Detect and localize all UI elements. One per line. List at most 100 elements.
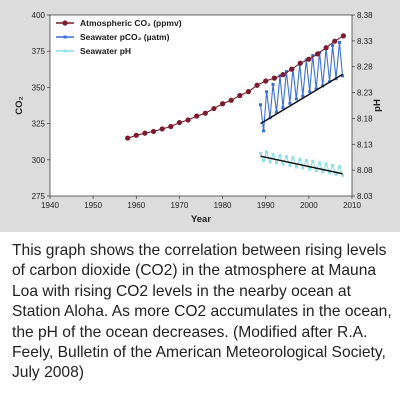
co2-data-point (289, 66, 295, 72)
ph-data-point (265, 150, 269, 154)
x-tick-label: 1960 (127, 201, 145, 210)
ph-data-point (328, 171, 332, 175)
co2-ph-chart: 1940 1950 1960 1970 1980 1990 2000 2010 275 300 32… (14, 11, 383, 225)
co2-data-point (254, 82, 260, 88)
y-right-tick-label: 8.33 (357, 37, 373, 46)
co2-data-point (280, 72, 286, 78)
y-left-tick-label: 375 (32, 47, 46, 56)
pco2-data-point (281, 106, 285, 110)
co2-data-point (340, 33, 346, 39)
ph-data-point (311, 159, 315, 163)
ph-data-point (314, 169, 318, 173)
co2-data-point (332, 38, 338, 44)
co2-data-point (245, 88, 252, 95)
ph-data-point (271, 153, 275, 157)
co2-data-point (202, 110, 208, 116)
x-tick-label: 1950 (84, 201, 102, 210)
y-left-tick-label: 400 (32, 11, 46, 20)
ph-data-point (324, 162, 328, 166)
co2-data-point (314, 51, 321, 57)
ph-data-point (275, 161, 278, 165)
co2-data-point (142, 130, 148, 136)
y-left-tick-label: 325 (32, 120, 46, 129)
legend-label: Seawater pCO₂ (µatm) (80, 32, 170, 42)
pco2-data-point (284, 69, 288, 73)
co2-data-point (306, 56, 312, 62)
ph-data-point (321, 170, 325, 174)
pco2-data-point (262, 129, 266, 133)
plot-area (49, 14, 353, 197)
y-right-tick-label: 8.28 (357, 63, 373, 72)
pco2-data-point (265, 90, 269, 94)
y-right-tick-label: 8.18 (357, 114, 373, 123)
series-line-1 (259, 42, 344, 131)
ph-data-point (284, 155, 288, 159)
y-left-tick-label: 300 (32, 156, 46, 165)
legend-swatch-marker (63, 35, 67, 39)
y-right-tick-label: 8.23 (357, 89, 373, 98)
trend-line-1 (260, 73, 343, 125)
co2-data-point (237, 92, 243, 99)
x-tick-label: 1970 (171, 201, 189, 210)
ph-data-point (318, 161, 322, 165)
pco2-data-point (301, 94, 305, 98)
ph-data-point (288, 163, 292, 167)
co2-data-point (323, 45, 329, 51)
y-right-tick-label: 8.03 (357, 192, 373, 201)
y-left-tick-label: 350 (32, 83, 46, 92)
x-tick-label: 1940 (41, 201, 59, 210)
y-left-tick-label: 275 (32, 192, 46, 201)
co2-data-point (228, 97, 234, 103)
ph-data-point (337, 165, 341, 169)
x-tick-label: 1990 (257, 201, 275, 210)
x-tick-label: 1980 (214, 201, 232, 210)
ph-data-point (262, 159, 266, 163)
ph-data-point (268, 160, 272, 164)
ph-data-point (331, 163, 335, 167)
ph-data-point (291, 156, 295, 160)
chart-panel: 1940 1950 1960 1970 1980 1990 2000 2010 275 300 32… (0, 0, 400, 232)
y-right-axis-title: pH (372, 99, 383, 112)
co2-data-point (194, 113, 200, 119)
ph-data-point (308, 167, 312, 171)
co2-data-point (168, 123, 174, 130)
ph-data-point (294, 165, 298, 169)
ph-data-point (334, 172, 338, 176)
pco2-data-point (331, 43, 335, 47)
y-right-tick-label: 8.38 (357, 11, 373, 20)
legend-label: Seawater pH (80, 46, 131, 56)
co2-data-point (219, 101, 226, 107)
y-right-tick-label: 8.13 (357, 140, 373, 149)
y-left-axis-title: CO₂ (14, 96, 25, 114)
y-right-tick-label: 8.08 (357, 166, 373, 175)
co2-data-point (297, 60, 303, 66)
pco2-data-point (275, 110, 278, 114)
legend-label: Atmospheric CO₂ (ppmv) (80, 18, 182, 28)
legend-swatch-marker (62, 20, 68, 26)
x-axis-title: Year (191, 214, 211, 225)
ph-data-point (298, 157, 302, 161)
co2-data-point (159, 126, 165, 132)
co2-data-point (150, 128, 157, 135)
co2-data-point (185, 117, 191, 123)
pco2-data-point (314, 87, 318, 91)
pco2-data-point (337, 41, 341, 45)
co2-data-point (176, 119, 183, 126)
co2-data-point (133, 132, 139, 138)
trend-line-2 (260, 155, 343, 175)
x-tick-label: 2000 (300, 201, 318, 210)
pco2-data-point (308, 90, 312, 94)
ph-data-point (304, 158, 308, 162)
ph-data-point (281, 162, 285, 166)
ph-data-point (341, 173, 345, 177)
co2-data-point (263, 78, 269, 84)
pco2-data-point (294, 97, 298, 101)
x-tick-label: 2010 (343, 201, 361, 210)
co2-data-point (271, 75, 277, 81)
pco2-data-point (311, 54, 315, 58)
pco2-data-point (259, 103, 263, 107)
legend-swatch-marker (63, 49, 67, 53)
ph-data-point (259, 152, 263, 156)
pco2-data-point (341, 74, 345, 78)
ph-data-point (278, 154, 282, 158)
